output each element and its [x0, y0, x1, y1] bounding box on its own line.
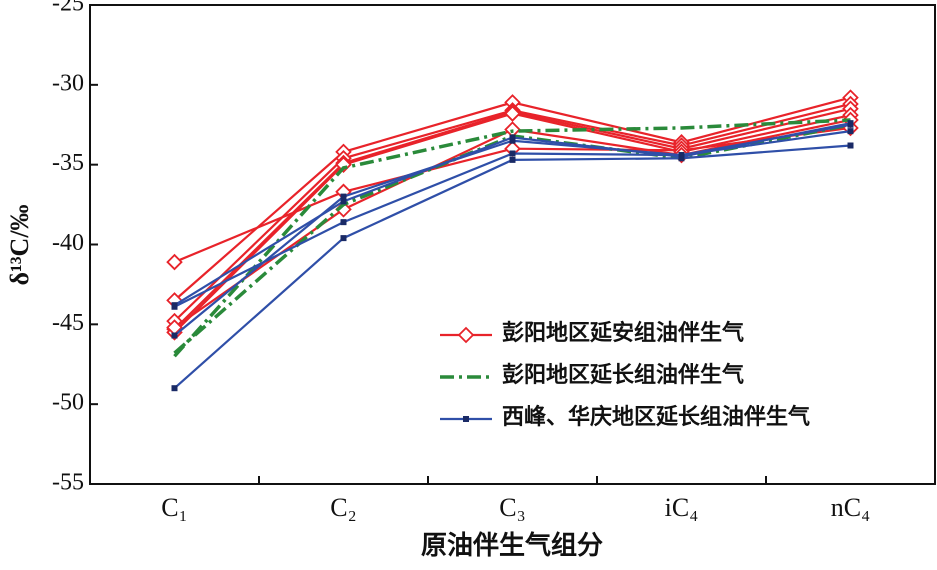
- marker: [166, 253, 183, 271]
- y-tick-label: -25: [52, 0, 84, 17]
- y-tick-label: -55: [52, 470, 84, 496]
- x-axis-label: 原油伴生气组分: [421, 530, 603, 560]
- marker: [509, 137, 516, 144]
- marker: [509, 134, 516, 141]
- marker: [678, 152, 685, 159]
- x-tick-label: iC₄: [665, 493, 699, 522]
- x-tick-label: C₃: [499, 493, 525, 522]
- y-tick-label: -45: [52, 310, 84, 336]
- marker: [340, 235, 347, 242]
- marker: [340, 198, 347, 205]
- legend-marker: [457, 326, 475, 344]
- y-tick-label: -30: [52, 70, 84, 96]
- legend-label: 西峰、华庆地区延长组油伴生气: [502, 404, 810, 429]
- legend-marker: [463, 416, 469, 422]
- marker: [171, 385, 178, 392]
- y-tick-label: -40: [52, 230, 84, 256]
- x-tick-label: nC₄: [831, 493, 870, 522]
- x-tick-label: C₂: [330, 493, 356, 522]
- legend-label: 彭阳地区延安组油伴生气: [502, 320, 744, 345]
- legend-label: 彭阳地区延长组油伴生气: [502, 362, 744, 387]
- marker: [504, 105, 521, 122]
- y-tick-label: -50: [52, 390, 84, 416]
- x-tick-label: C₁: [161, 493, 187, 522]
- series-line: [173, 144, 851, 390]
- y-tick-label: -35: [52, 150, 84, 176]
- marker: [340, 219, 347, 226]
- marker: [335, 156, 352, 173]
- marker: [847, 142, 854, 149]
- marker: [847, 121, 854, 128]
- marker: [847, 128, 854, 135]
- marker: [340, 193, 347, 200]
- marker: [509, 150, 516, 157]
- marker: [509, 156, 516, 163]
- marker: [678, 155, 685, 162]
- y-axis-label: δ¹³C/‰: [5, 204, 34, 285]
- marker: [171, 332, 178, 339]
- marker: [171, 303, 178, 310]
- series-line: [173, 118, 851, 358]
